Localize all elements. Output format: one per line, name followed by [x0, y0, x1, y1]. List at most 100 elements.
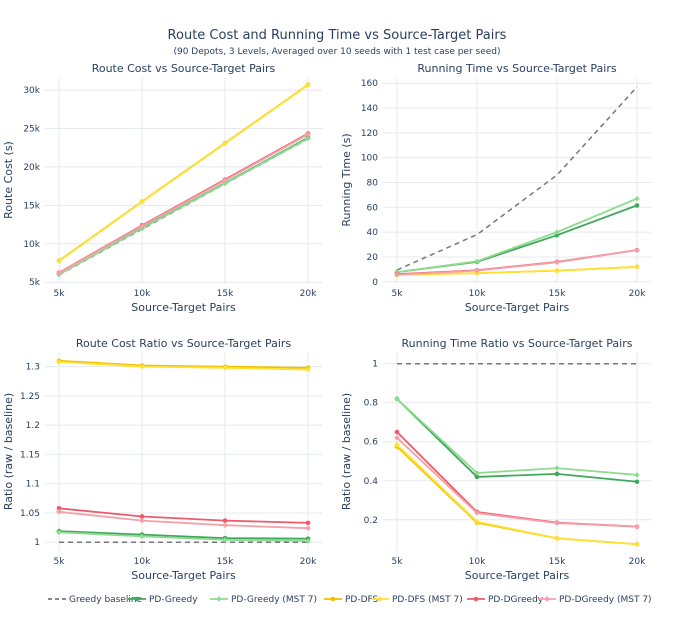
y-tick-label: 1	[372, 360, 378, 370]
y-tick-label: 60	[367, 203, 379, 213]
chart-panel-2: 0 20 40 60 80 100 120 140 160 5k 10k 15k 20k Running …	[340, 62, 651, 314]
y-tick-label: 0.6	[364, 438, 379, 448]
data-point	[305, 131, 311, 138]
data-point	[222, 140, 228, 147]
data-point	[56, 529, 62, 536]
data-point	[139, 517, 145, 524]
data-point	[634, 264, 640, 270]
data-point	[222, 518, 228, 523]
y-tick-label: 25k	[23, 125, 40, 135]
figure-subtitle: (90 Depots, 3 Levels, Averaged over 10 s…	[173, 47, 500, 57]
data-point	[554, 229, 560, 235]
panel-title: Route Cost vs Source-Target Pairs	[92, 62, 276, 75]
data-point	[634, 541, 640, 547]
panel-title: Running Time vs Source-Target Pairs	[417, 62, 616, 75]
x-axis-label: Source-Target Pairs	[131, 569, 236, 582]
series-line	[396, 266, 638, 276]
y-tick-label: 1.15	[20, 450, 40, 460]
legend-label: PD-DGreedy	[488, 595, 544, 605]
series-pd-dfs-mst-7	[56, 359, 311, 373]
series-line	[396, 444, 638, 546]
x-tick-label: 20k	[300, 557, 317, 567]
legend-item[interactable]: PD-Greedy (MST 7)	[210, 595, 317, 605]
data-point	[634, 203, 640, 208]
series-pd-dgreedy	[56, 505, 311, 526]
y-tick-label: 5k	[29, 278, 41, 288]
series-pd-dgreedy-mst-7	[394, 435, 640, 530]
data-point	[554, 259, 560, 266]
data-point	[394, 435, 400, 441]
panel-title: Route Cost Ratio vs Source-Target Pairs	[76, 337, 292, 350]
y-tick-label: 1.3	[26, 363, 40, 373]
data-point	[222, 365, 228, 371]
y-tick-label: 30k	[23, 86, 40, 96]
legend-label: PD-DGreedy (MST 7)	[559, 595, 652, 605]
legend-item[interactable]: PD-DFS	[324, 595, 379, 605]
x-tick-label: 5k	[392, 557, 404, 567]
legend-item[interactable]: Greedy baseline	[48, 595, 143, 605]
data-point	[554, 471, 560, 477]
legend-item[interactable]: PD-Greedy	[128, 595, 198, 605]
series-line	[396, 398, 638, 483]
data-point	[554, 520, 560, 526]
data-point	[222, 522, 228, 529]
y-axis-label: Ratio (raw / baseline)	[340, 393, 353, 510]
data-point	[56, 508, 62, 515]
legend-label: Greedy baseline	[69, 595, 143, 605]
data-point	[474, 470, 480, 476]
y-tick-label: 100	[361, 154, 378, 164]
chart-panel-3: 1 1.05 1.1 1.15 1.2 1.25 1.3 5k 10k 15k 20k Route C…	[2, 337, 322, 582]
x-tick-label: 15k	[549, 557, 566, 567]
x-axis-label: Source-Target Pairs	[131, 301, 236, 314]
data-point	[305, 82, 311, 88]
data-point	[305, 525, 311, 531]
y-axis-label: Ratio (raw / baseline)	[2, 393, 15, 510]
x-tick-label: 20k	[629, 289, 646, 299]
y-tick-label: 15k	[23, 201, 40, 211]
series-line	[396, 204, 638, 273]
data-point	[139, 533, 145, 540]
legend-marker	[377, 596, 383, 602]
data-point	[634, 479, 640, 485]
legend-item[interactable]: PD-DGreedy	[467, 595, 544, 605]
data-point	[139, 363, 145, 370]
data-point	[139, 223, 145, 229]
x-tick-label: 5k	[392, 289, 404, 299]
data-point	[305, 135, 311, 142]
series-pd-dfs-mst-7	[56, 82, 311, 264]
y-axis-label: Running Time (s)	[340, 133, 353, 226]
data-point	[474, 267, 480, 274]
data-point	[394, 271, 400, 278]
legend-marker	[473, 596, 479, 602]
legend-label: PD-DFS (MST 7)	[392, 595, 463, 605]
y-tick-label: 160	[361, 79, 378, 89]
data-point	[139, 514, 145, 519]
y-tick-label: 0	[372, 278, 378, 288]
data-point	[305, 538, 311, 544]
data-point	[394, 429, 400, 435]
series-line	[58, 84, 309, 262]
legend-item[interactable]: PD-DGreedy (MST 7)	[538, 595, 652, 605]
series-line	[58, 510, 309, 530]
x-axis-label: Source-Target Pairs	[465, 301, 570, 314]
legend-marker	[544, 596, 550, 602]
legend[interactable]: Greedy baseline PD-Greedy PD-Greedy (MST 7…	[48, 595, 652, 605]
x-tick-label: 5k	[54, 289, 66, 299]
data-point	[305, 366, 311, 373]
y-tick-label: 0.2	[364, 516, 378, 526]
series-pd-dgreedy-mst-7	[394, 247, 640, 278]
data-point	[634, 472, 640, 478]
data-point	[634, 523, 640, 530]
series-pd-greedy-mst-7	[394, 396, 640, 478]
y-tick-label: 0.8	[364, 399, 379, 409]
y-tick-label: 1.1	[26, 480, 40, 490]
y-tick-label: 20k	[23, 163, 40, 173]
y-tick-label: 1	[34, 538, 40, 548]
data-point	[554, 535, 560, 542]
series-line	[58, 507, 309, 524]
y-tick-label: 0.4	[364, 477, 379, 487]
figure-title: Route Cost and Running Time vs Source-Ta…	[168, 28, 507, 43]
legend-item[interactable]: PD-DFS (MST 7)	[371, 595, 463, 605]
y-tick-label: 1.25	[20, 392, 40, 402]
